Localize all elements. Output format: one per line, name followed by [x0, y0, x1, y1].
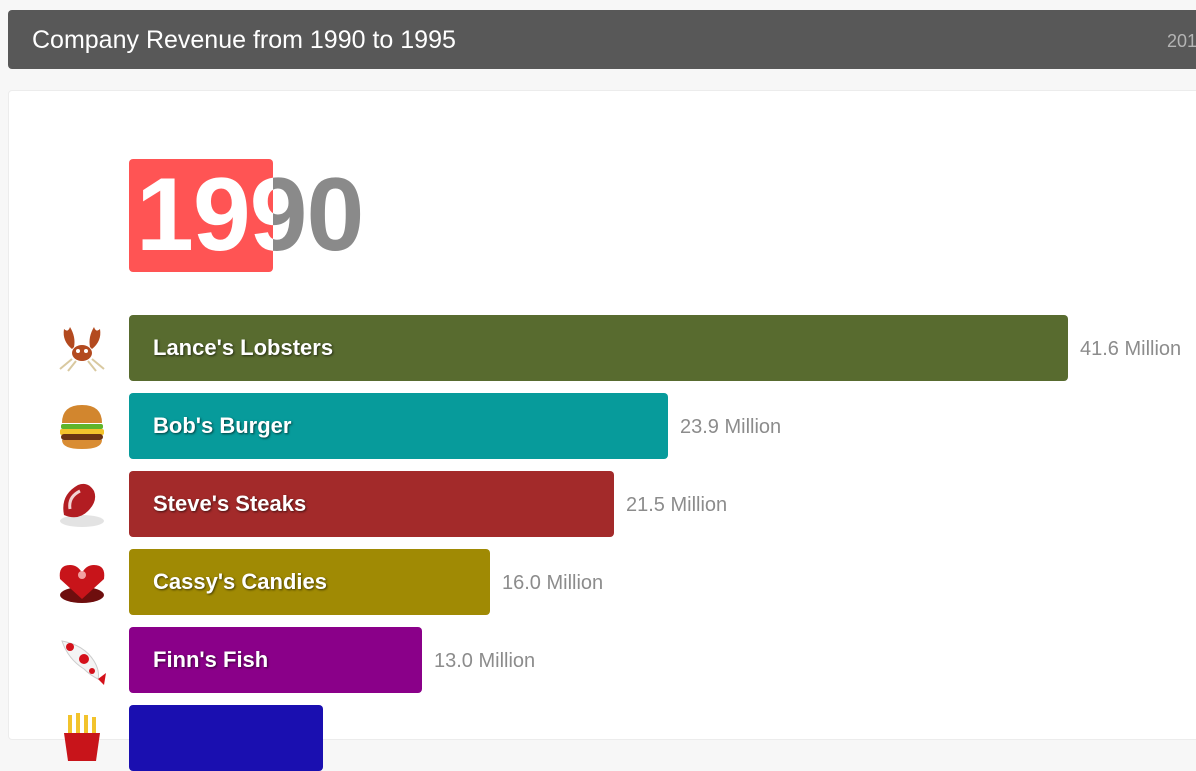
bar-value-label: 23.9 Million	[680, 416, 782, 438]
bar: Finn's Fish	[129, 627, 422, 693]
burger-icon	[54, 397, 110, 453]
bar-label: Lance's Lobsters	[153, 335, 334, 360]
bar: Steve's Steaks	[129, 471, 614, 537]
bar	[129, 705, 323, 771]
bar-value-label: 21.5 Million	[626, 494, 728, 516]
bar: Bob's Burger	[129, 393, 668, 459]
bar-row	[0, 705, 1196, 771]
koi-fish-icon	[54, 631, 110, 687]
bar-value-label: 13.0 Million	[434, 650, 536, 672]
bar-row: Steve's Steaks 21.5 Million	[0, 471, 1196, 537]
bar-label: Steve's Steaks	[153, 491, 307, 516]
bar-label: Cassy's Candies	[153, 569, 327, 594]
page-title: Company Revenue from 1990 to 1995	[32, 26, 456, 54]
bar: Cassy's Candies	[129, 549, 490, 615]
year-counter-highlight: 1990	[136, 159, 273, 272]
bar-row: Finn's Fish 13.0 Million	[0, 627, 1196, 693]
fries-icon	[54, 709, 110, 765]
bar-row: Cassy's Candies 16.0 Million	[0, 549, 1196, 615]
bar-value-label: 16.0 Million	[502, 572, 604, 594]
bar-chart: Lance's Lobsters 41.6 Million Bob's Burger…	[0, 315, 1196, 771]
bar-value-label: 41.6 Million	[1080, 338, 1182, 360]
candy-box-icon	[54, 553, 110, 609]
header-right-text: 201	[1167, 31, 1196, 51]
bar-label: Bob's Burger	[153, 413, 292, 438]
year-progress: 1990	[129, 159, 273, 272]
steak-icon	[54, 475, 110, 531]
bar: Lance's Lobsters	[129, 315, 1068, 381]
lobster-icon	[54, 319, 110, 375]
bar-label: Finn's Fish	[153, 647, 269, 672]
bar-row: Bob's Burger 23.9 Million	[0, 393, 1196, 459]
bar-row: Lance's Lobsters 41.6 Million	[0, 315, 1196, 381]
header-bar: Company Revenue from 1990 to 1995 201	[8, 10, 1196, 69]
